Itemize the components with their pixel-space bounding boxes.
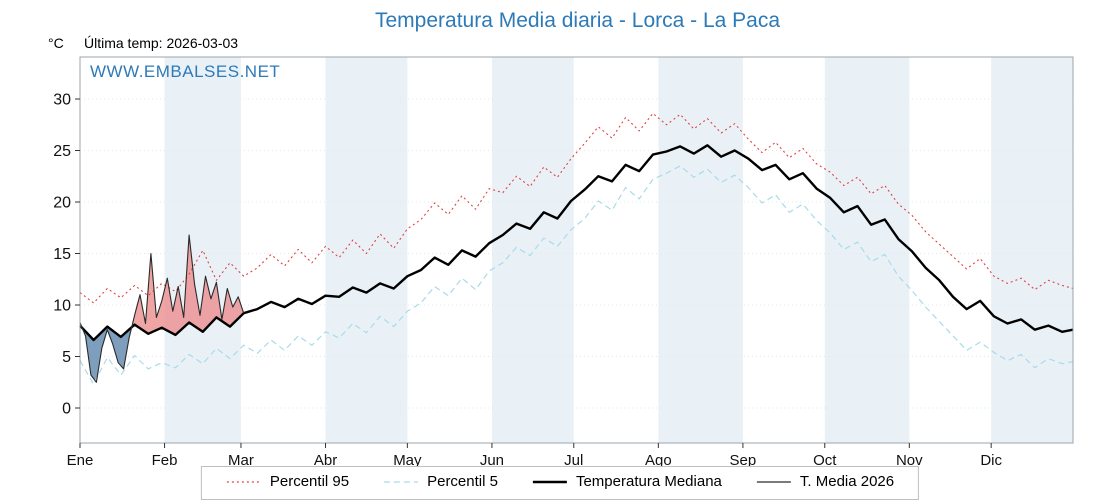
last-temp-annotation: Última temp: 2026-03-03 [84,35,239,51]
legend-item-percentil-95: Percentil 95 [226,473,349,490]
y-tick-label: 5 [62,349,71,366]
y-tick-label: 30 [53,92,71,109]
legend-label: Temperatura Mediana [575,473,722,490]
fill-above-median [80,235,244,340]
t-media-2026-line-icon [756,480,791,483]
percentil-95-line-icon [226,480,261,483]
mediana-line-icon [532,480,567,483]
x-tick-label: Nov [896,452,923,469]
x-tick-label: Ago [645,452,672,469]
gridlines [80,98,1073,409]
x-tick-label: Jun [480,452,504,469]
legend-label: Percentil 5 [427,473,498,490]
legend-item-mediana: Temperatura Mediana [532,473,722,490]
chart-legend: Percentil 95 Percentil 5 Temperatura Med… [200,466,920,500]
legend-label: T. Media 2026 [799,473,895,490]
x-tick-label: Oct [813,452,837,469]
temperature-chart: 0 5 10 15 20 25 30 Ene Feb Mar Abr May Jun Jul Ago Sep O… [53,56,1074,469]
x-tick-label: May [393,452,422,469]
series-t-media-2026 [79,234,245,383]
y-tick-label: 20 [53,195,71,212]
x-tick-label: Sep [730,452,757,469]
x-tick-label: Jul [564,452,583,469]
month-bands [164,57,1073,443]
series-temperatura-mediana [79,144,1074,342]
y-axis-unit-label: °C [48,35,64,51]
y-axis: 0 5 10 15 20 25 30 [53,92,80,418]
y-tick-label: 25 [53,143,71,160]
watermark: WWW.EMBALSES.NET [90,62,281,81]
legend-label: Percentil 95 [269,473,350,490]
x-tick-label: Feb [152,452,178,469]
y-tick-label: 0 [62,401,71,418]
chart-title: Temperatura Media diaria - Lorca - La Pa… [374,9,781,32]
x-axis: Ene Feb Mar Abr May Jun Jul Ago Sep Oct Nov Dic [67,443,1002,469]
x-tick-label: Abr [314,452,337,469]
x-tick-label: Mar [228,452,254,469]
y-tick-label: 15 [53,246,71,263]
legend-item-percentil-5: Percentil 5 [383,473,498,490]
x-tick-label: Dic [980,452,1002,469]
y-tick-label: 10 [53,298,71,315]
x-tick-label: Ene [67,452,94,469]
percentil-5-line-icon [384,480,419,483]
legend-item-t-media-2026: T. Media 2026 [756,473,894,490]
series-percentil-5 [79,165,1074,385]
